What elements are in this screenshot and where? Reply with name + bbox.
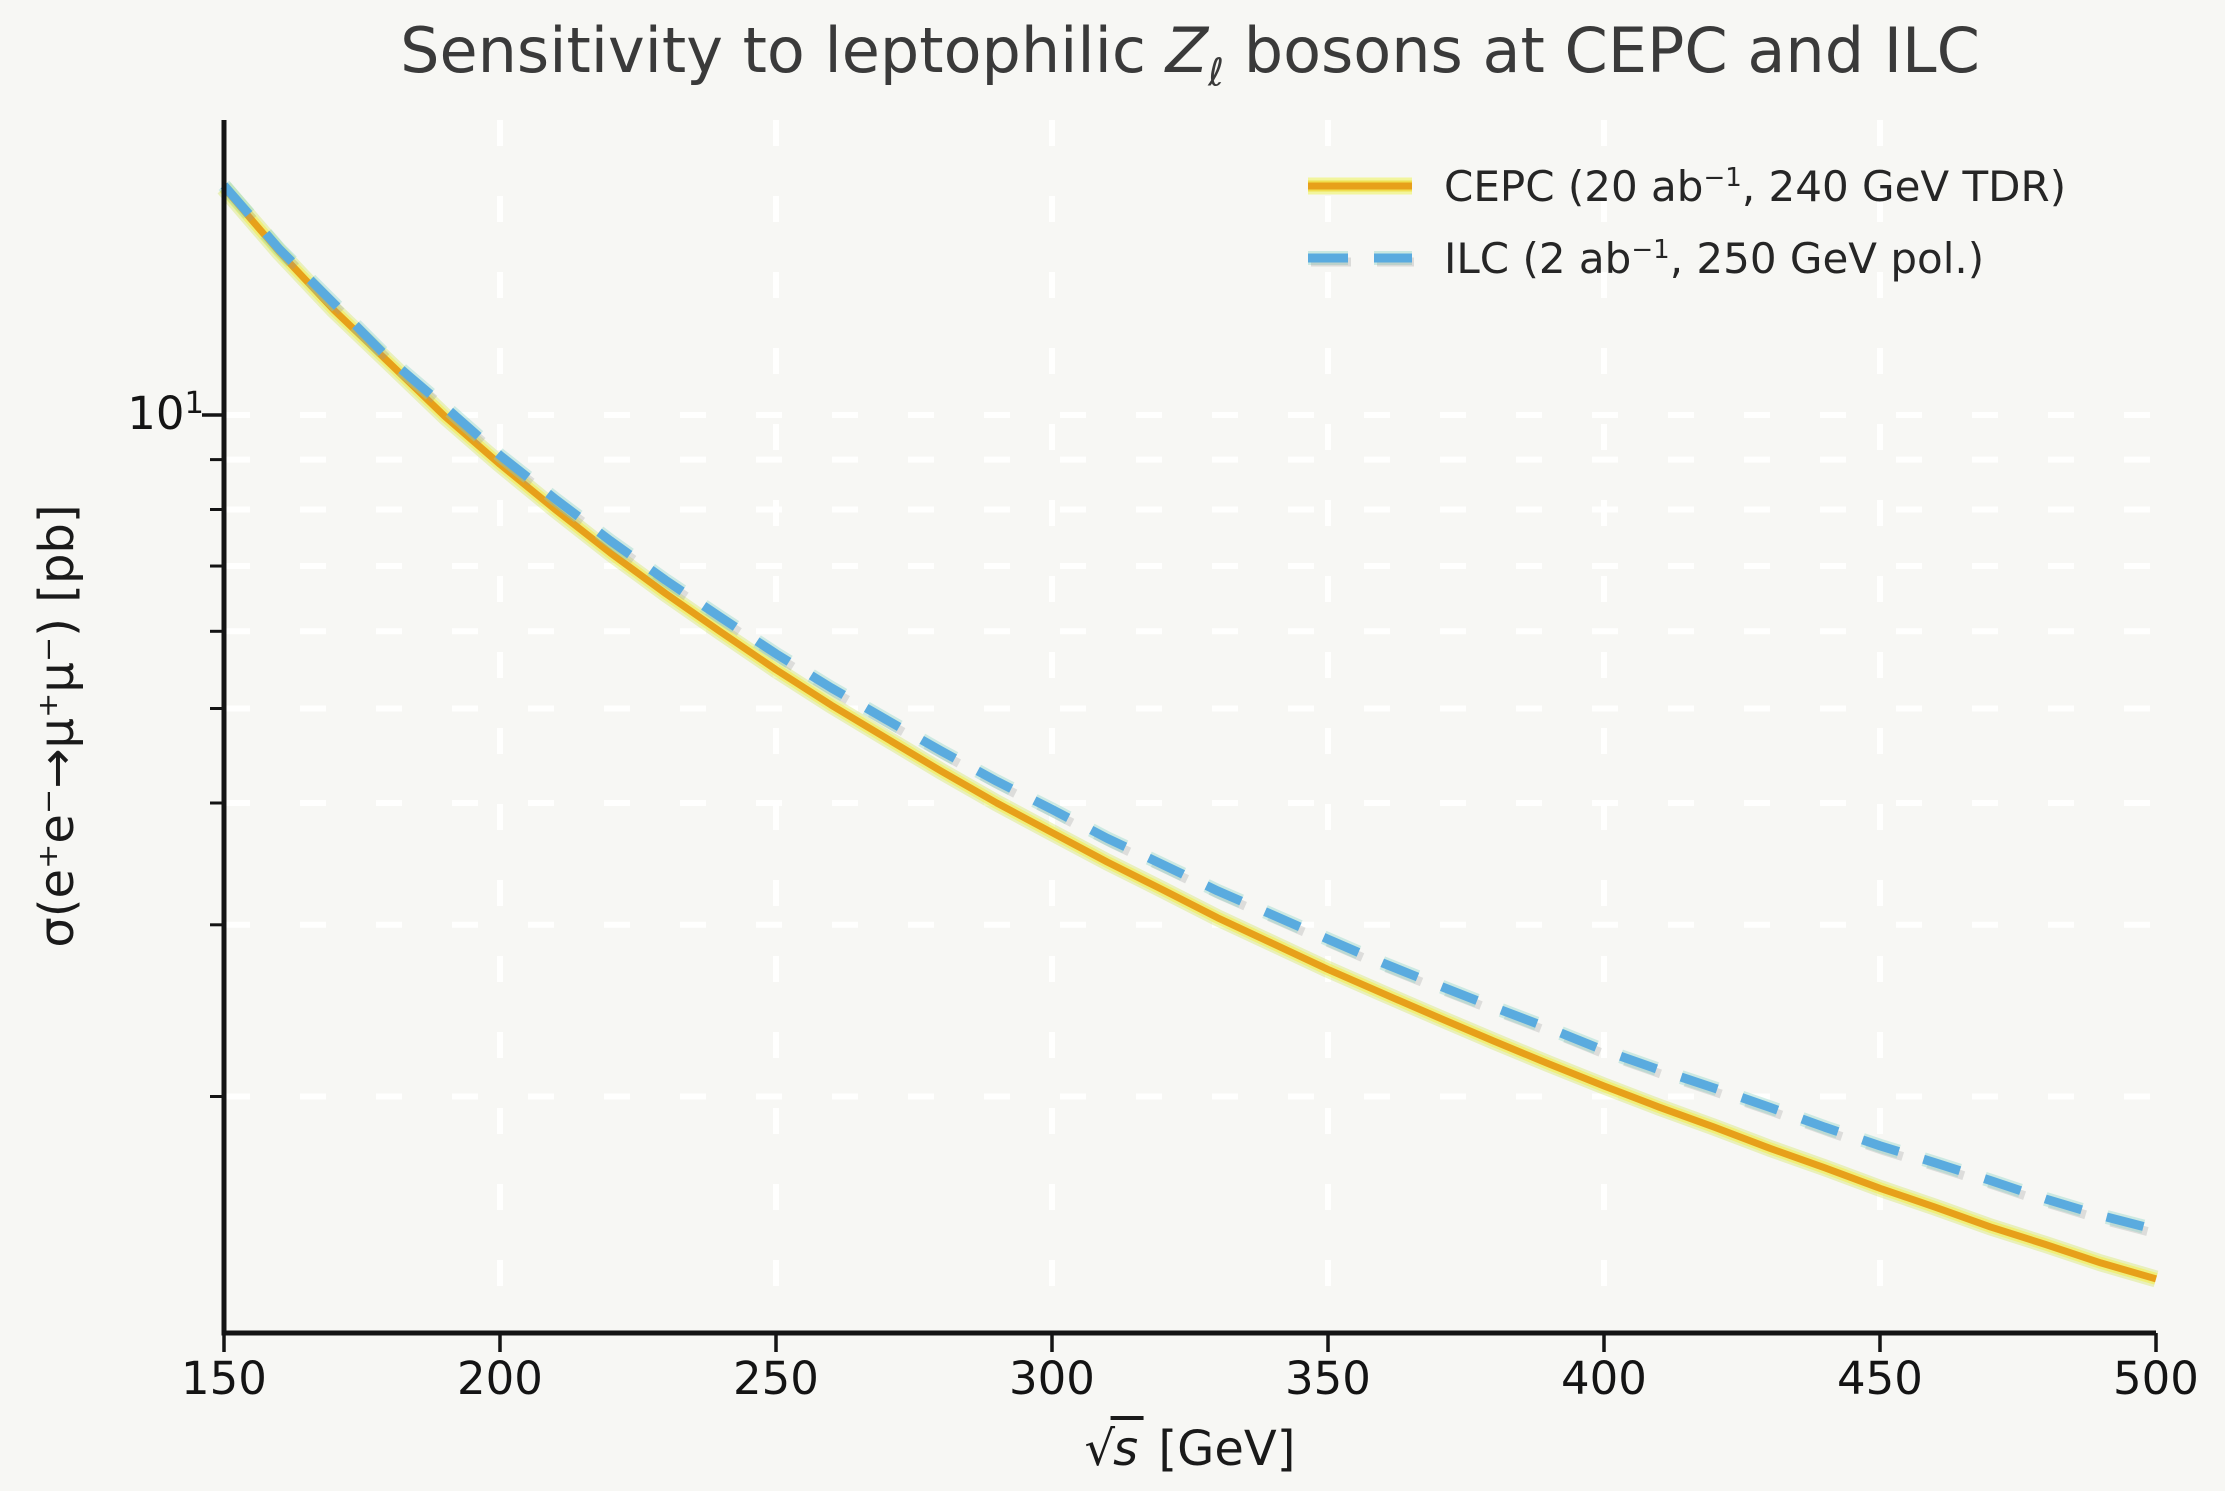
axis-spines — [221, 120, 2156, 1336]
chart-title-suffix: bosons at CEPC and ILC — [1224, 14, 1980, 87]
chart-title-boson-symbol: Z — [1165, 14, 1209, 87]
x-axis-label: √s [GeV] — [1084, 1416, 1296, 1477]
legend-label-ilc-pre: ILC (2 ab — [1444, 233, 1632, 283]
x-tick-label-400: 400 — [1561, 1352, 1647, 1405]
x-axis-label-radical: √ — [1084, 1421, 1116, 1477]
y-tick-base: 10 — [127, 387, 185, 440]
legend-label-cepc-post: , 240 GeV TDR) — [1741, 161, 2067, 211]
chart-title: Sensitivity to leptophilic Zℓ bosons at … — [400, 14, 1980, 95]
ilc-curve-shadow — [224, 187, 2162, 1240]
legend-label-ilc-sup: −1 — [1631, 234, 1670, 265]
y-axis-label: σ(e⁺e⁻→μ⁺μ⁻) [pb] — [29, 504, 85, 948]
cepc-curve — [221, 185, 2157, 1283]
legend: CEPC (20 ab−1, 240 GeV TDR) ILC (2 ab−1,… — [1306, 150, 2066, 294]
axis-ticks — [202, 413, 2158, 1352]
cepc-curve-glow-outer — [217, 182, 2159, 1288]
x-tick-label-500: 500 — [2113, 1352, 2199, 1405]
legend-label-ilc: ILC (2 ab−1, 250 GeV pol.) — [1444, 234, 1984, 283]
x-tick-label-300: 300 — [1009, 1352, 1095, 1405]
ilc-curve-glow — [218, 180, 2158, 1237]
x-tick-label-150: 150 — [181, 1352, 267, 1405]
y-tick-exponent: 1 — [184, 386, 204, 421]
legend-label-cepc-pre: CEPC (20 ab — [1444, 161, 1704, 211]
x-tick-label-350: 350 — [1285, 1352, 1371, 1405]
chart-title-prefix: Sensitivity to leptophilic — [400, 14, 1166, 87]
y-tick-label-10: 101 — [100, 387, 204, 439]
x-tick-label-450: 450 — [1837, 1352, 1923, 1405]
legend-label-ilc-post: , 250 GeV pol.) — [1669, 233, 1985, 283]
x-tick-label-250: 250 — [733, 1352, 819, 1405]
grid-lines — [224, 120, 2156, 1333]
x-tick-label-200: 200 — [457, 1352, 543, 1405]
x-axis-label-unit: [GeV] — [1143, 1421, 1296, 1477]
legend-item-cepc: CEPC (20 ab−1, 240 GeV TDR) — [1306, 150, 2066, 222]
cepc-curve-glow — [219, 183, 2158, 1285]
chart-title-boson-subscript: ℓ — [1208, 50, 1225, 96]
cepc-line-swatch — [1308, 177, 1412, 195]
ilc-curve — [220, 182, 2158, 1235]
legend-label-cepc-sup: −1 — [1703, 162, 1742, 193]
data-curves — [217, 180, 2162, 1288]
legend-label-cepc: CEPC (20 ab−1, 240 GeV TDR) — [1444, 162, 2066, 211]
legend-item-ilc: ILC (2 ab−1, 250 GeV pol.) — [1306, 222, 2066, 294]
ilc-line-swatch — [1308, 251, 1414, 267]
x-axis-label-variable: s — [1110, 1416, 1144, 1477]
